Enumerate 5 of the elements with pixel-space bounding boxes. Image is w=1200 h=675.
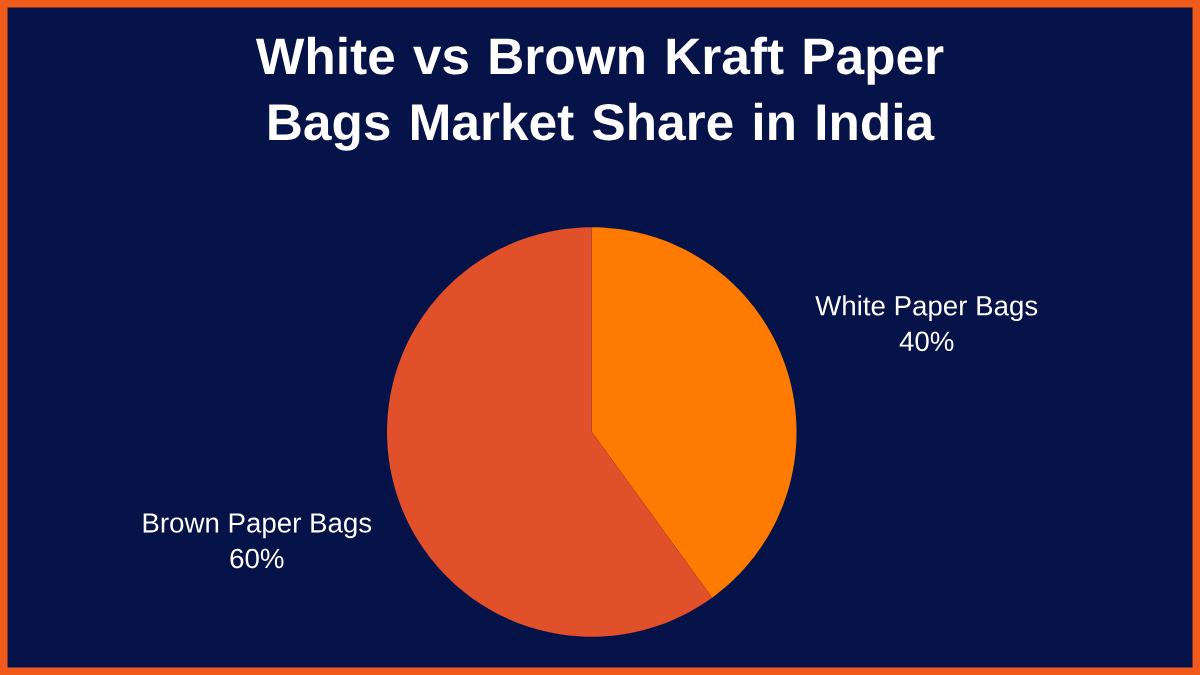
slice-label: Brown Paper Bags xyxy=(143,513,372,539)
data-label: 60% xyxy=(230,548,284,569)
data-label: 40% xyxy=(899,331,954,352)
slice-label: White Paper Bags xyxy=(815,295,1038,322)
chart-title: White vs Brown Kraft Paper Bags Market Share in India xyxy=(255,36,944,151)
